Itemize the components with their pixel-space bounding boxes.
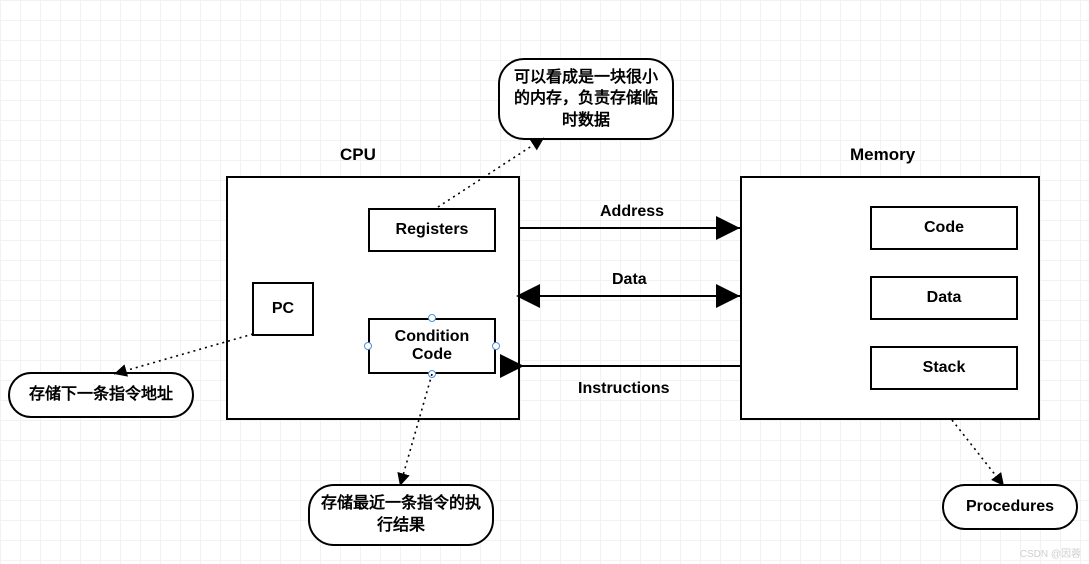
address-label: Address <box>600 203 664 221</box>
selection-handle-icon <box>428 314 436 322</box>
instructions-label: Instructions <box>578 380 670 398</box>
registers-note-bubble: 可以看成是一块很小的内存，负责存储临时数据 <box>498 58 674 140</box>
registers-label: Registers <box>396 221 469 239</box>
stack-box: Stack <box>870 346 1018 390</box>
memory-title: Memory <box>850 145 915 165</box>
stack-label: Stack <box>923 359 966 377</box>
selection-handle-icon <box>428 370 436 378</box>
code-box: Code <box>870 206 1018 250</box>
registers-box: Registers <box>368 208 496 252</box>
pc-box: PC <box>252 282 314 336</box>
data-box: Data <box>870 276 1018 320</box>
code-label: Code <box>924 219 964 237</box>
pc-note-bubble: 存储下一条指令地址 <box>8 372 194 418</box>
selection-handle-icon <box>492 342 500 350</box>
cpu-title: CPU <box>340 145 376 165</box>
cc-note-text: 存储最近一条指令的执行结果 <box>320 493 482 536</box>
registers-note-text: 可以看成是一块很小的内存，负责存储临时数据 <box>510 67 662 132</box>
selection-handle-icon <box>364 342 372 350</box>
condition-code-box: Condition Code <box>368 318 496 374</box>
watermark: CSDN @因蓉 <box>1020 545 1081 560</box>
condition-label-1: Condition <box>395 328 470 346</box>
procedures-bubble: Procedures <box>942 484 1078 530</box>
procedures-text: Procedures <box>966 496 1054 518</box>
condition-label-2: Code <box>412 346 452 364</box>
cc-note-bubble: 存储最近一条指令的执行结果 <box>308 484 494 546</box>
pc-label: PC <box>272 300 294 318</box>
data-label: Data <box>927 289 962 307</box>
data-arrow-label: Data <box>612 271 647 289</box>
pc-note-text: 存储下一条指令地址 <box>29 384 173 406</box>
